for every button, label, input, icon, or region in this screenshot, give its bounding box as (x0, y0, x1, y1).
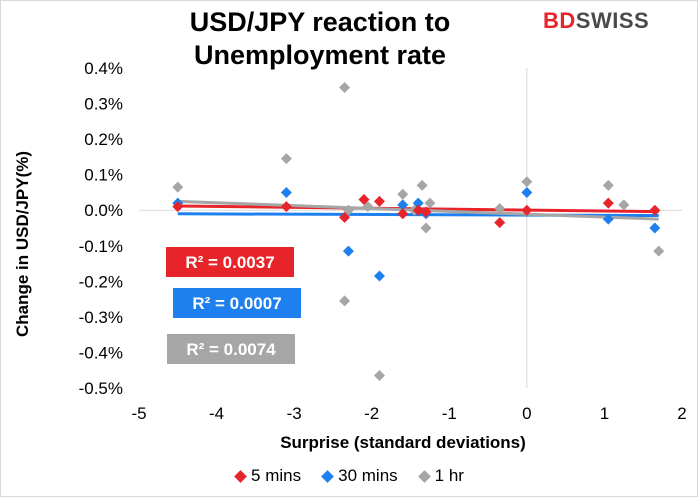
legend-marker (234, 469, 247, 483)
x-tick-label: -3 (287, 404, 302, 423)
legend-marker (417, 469, 431, 483)
data-point-30-mins (602, 213, 614, 225)
data-point-1-hr (397, 188, 409, 200)
legend-item: 1 hr (417, 466, 464, 486)
r2-labels: R² = 0.0037 R² = 0.0007 R² = 0.0074 (166, 247, 301, 364)
x-tick-label: 2 (677, 404, 686, 423)
data-point-5-mins (420, 206, 432, 218)
r2-value: R² = 0.0007 (192, 294, 281, 313)
data-point-1-hr (373, 370, 385, 382)
data-point-1-hr (420, 222, 432, 234)
legend-marker (321, 469, 334, 483)
legend-label: 30 mins (338, 466, 398, 485)
logo-text-bd: BD (543, 8, 576, 33)
data-point-30-mins (397, 199, 409, 211)
logo-text-swiss: SWISS (575, 8, 650, 33)
data-point-1-hr (494, 202, 506, 214)
x-tick-label: -4 (209, 404, 224, 423)
data-point-30-mins (649, 222, 661, 234)
data-point-30-mins (373, 270, 385, 282)
data-point-5-mins (412, 204, 424, 216)
legend-label: 5 mins (251, 466, 302, 485)
data-point-1-hr (521, 176, 533, 188)
data-point-5-mins (397, 208, 409, 220)
data-point-5-mins (602, 197, 614, 209)
chart-title-line1: USD/JPY reaction to (189, 7, 451, 37)
data-point-1-hr (280, 153, 292, 165)
r2-value: R² = 0.0074 (186, 340, 276, 359)
x-axis-title: Surprise (standard deviations) (280, 433, 526, 452)
y-tick-label: 0.0% (84, 201, 123, 220)
data-point-5-mins (280, 201, 292, 213)
data-point-5-mins (494, 217, 506, 229)
data-point-1-hr (339, 295, 351, 307)
data-point-1-hr (172, 181, 184, 193)
y-tick-label: 0.1% (84, 166, 123, 185)
x-tick-label: -1 (442, 404, 457, 423)
y-tick-label: 0.4% (84, 59, 123, 78)
data-point-30-mins (412, 197, 424, 209)
x-tick-label: 0 (522, 404, 531, 423)
y-tick-label: 0.2% (84, 130, 123, 149)
r2-value: R² = 0.0037 (185, 253, 274, 272)
chart-title: USD/JPY reaction to Unemployment rate (120, 6, 520, 72)
data-point-30-mins (342, 245, 354, 257)
y-tick-label: -0.4% (79, 343, 123, 362)
y-tick-label: -0.1% (79, 237, 123, 256)
x-tick-label: -5 (131, 404, 146, 423)
data-point-5-mins (358, 194, 370, 206)
legend-label: 1 hr (434, 466, 464, 485)
data-point-1-hr (602, 179, 614, 191)
chart-title-line2: Unemployment rate (193, 40, 447, 70)
data-point-30-mins (280, 186, 292, 198)
axes: 0.4% 0.3% 0.2% 0.1% 0.0% -0.1% -0.2% -0.3% -0.4%… (79, 59, 687, 423)
y-tick-label: -0.5% (79, 379, 123, 398)
r2-box (166, 247, 294, 277)
y-tick-label: -0.2% (79, 272, 123, 291)
data-point-5-mins (649, 204, 661, 216)
data-point-1-hr (424, 197, 436, 209)
y-tick-label: -0.3% (79, 308, 123, 327)
data-point-30-mins (521, 186, 533, 198)
y-tick-label: 0.3% (84, 95, 123, 114)
data-points (172, 82, 665, 382)
x-tick-label: -2 (364, 404, 379, 423)
legend-item: 5 mins (234, 466, 302, 486)
r2-box (167, 334, 295, 364)
chart-legend: 5 mins 30 mins 1 hr (0, 466, 700, 486)
x-tick-label: 1 (600, 404, 609, 423)
data-point-1-hr (618, 199, 630, 211)
y-axis-title: Change in USD/JPY(%) (13, 151, 32, 337)
data-point-5-mins (373, 195, 385, 207)
data-point-1-hr (653, 245, 665, 257)
data-point-5-mins (521, 204, 533, 216)
brand-logo: BDSWISS (543, 8, 649, 34)
data-point-5-mins (172, 201, 184, 213)
data-point-1-hr (339, 82, 351, 94)
data-point-1-hr (416, 179, 428, 191)
r2-box (173, 288, 301, 318)
legend-item: 30 mins (321, 466, 398, 486)
data-point-5-mins (339, 211, 351, 223)
